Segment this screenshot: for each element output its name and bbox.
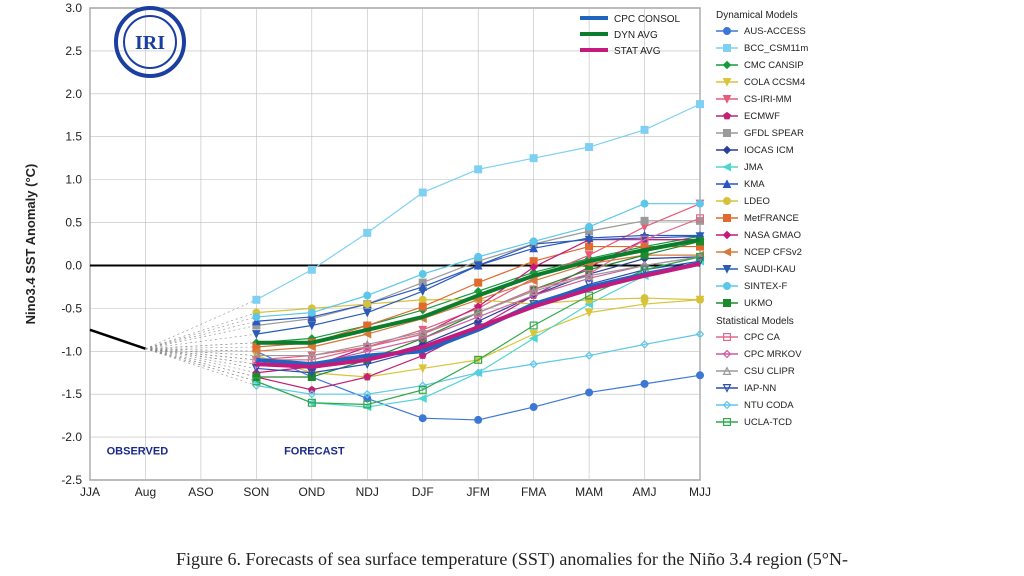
svg-text:AUS-ACCESS: AUS-ACCESS bbox=[744, 26, 806, 37]
svg-text:1.5: 1.5 bbox=[65, 130, 82, 144]
svg-text:DYN AVG: DYN AVG bbox=[614, 30, 658, 41]
svg-text:UKMO: UKMO bbox=[744, 298, 773, 309]
svg-text:CPC MRKOV: CPC MRKOV bbox=[744, 349, 802, 360]
svg-text:SON: SON bbox=[243, 485, 269, 499]
svg-text:MAM: MAM bbox=[575, 485, 603, 499]
svg-text:JMA: JMA bbox=[744, 162, 764, 173]
svg-text:OND: OND bbox=[298, 485, 325, 499]
svg-text:Statistical Models: Statistical Models bbox=[716, 316, 794, 327]
svg-text:Nino3.4 SST Anomaly (°C): Nino3.4 SST Anomaly (°C) bbox=[23, 164, 38, 325]
svg-text:NTU CODA: NTU CODA bbox=[744, 400, 794, 411]
svg-text:NDJ: NDJ bbox=[356, 485, 379, 499]
svg-text:JJA: JJA bbox=[80, 485, 100, 499]
svg-text:COLA CCSM4: COLA CCSM4 bbox=[744, 77, 805, 88]
svg-text:CPC CA: CPC CA bbox=[744, 332, 781, 343]
svg-text:KMA: KMA bbox=[744, 179, 765, 190]
svg-text:2.0: 2.0 bbox=[65, 87, 82, 101]
svg-text:1.0: 1.0 bbox=[65, 173, 82, 187]
svg-text:LDEO: LDEO bbox=[744, 196, 770, 207]
svg-text:IAP-NN: IAP-NN bbox=[744, 383, 776, 394]
figure-caption: Figure 6. Forecasts of sea surface tempe… bbox=[0, 549, 1024, 570]
forecast-plume-chart: -2.5-2.0-1.5-1.0-0.50.00.51.01.52.02.53.… bbox=[0, 0, 1024, 520]
svg-text:JFM: JFM bbox=[467, 485, 490, 499]
svg-text:CSU CLIPR: CSU CLIPR bbox=[744, 366, 795, 377]
svg-text:MJJ: MJJ bbox=[689, 485, 711, 499]
svg-text:UCLA-TCD: UCLA-TCD bbox=[744, 417, 792, 428]
svg-text:DJF: DJF bbox=[412, 485, 434, 499]
svg-text:GFDL SPEAR: GFDL SPEAR bbox=[744, 128, 804, 139]
svg-text:FMA: FMA bbox=[521, 485, 546, 499]
svg-text:-1.0: -1.0 bbox=[61, 344, 82, 358]
svg-text:NASA GMAO: NASA GMAO bbox=[744, 230, 801, 241]
svg-text:OBSERVED: OBSERVED bbox=[107, 445, 169, 457]
svg-text:-1.5: -1.5 bbox=[61, 387, 82, 401]
svg-text:BCC_CSM11m: BCC_CSM11m bbox=[744, 43, 808, 54]
svg-text:3.0: 3.0 bbox=[65, 1, 82, 15]
svg-text:Dynamical Models: Dynamical Models bbox=[716, 10, 798, 21]
svg-text:2.5: 2.5 bbox=[65, 44, 82, 58]
svg-text:0.5: 0.5 bbox=[65, 216, 82, 230]
svg-text:CPC CONSOL: CPC CONSOL bbox=[614, 14, 681, 25]
svg-text:IRI: IRI bbox=[135, 32, 165, 54]
svg-text:AMJ: AMJ bbox=[633, 485, 657, 499]
svg-text:IOCAS ICM: IOCAS ICM bbox=[744, 145, 794, 156]
svg-text:MetFRANCE: MetFRANCE bbox=[744, 213, 799, 224]
svg-text:CMC CANSIP: CMC CANSIP bbox=[744, 60, 804, 71]
svg-text:CS-IRI-MM: CS-IRI-MM bbox=[744, 94, 792, 105]
svg-text:FORECAST: FORECAST bbox=[284, 445, 345, 457]
svg-text:-2.0: -2.0 bbox=[61, 430, 82, 444]
svg-text:-0.5: -0.5 bbox=[61, 301, 82, 315]
svg-text:Aug: Aug bbox=[135, 485, 156, 499]
svg-text:SAUDI-KAU: SAUDI-KAU bbox=[744, 264, 796, 275]
svg-text:0.0: 0.0 bbox=[65, 258, 82, 272]
svg-text:ECMWF: ECMWF bbox=[744, 111, 780, 122]
svg-text:STAT AVG: STAT AVG bbox=[614, 46, 661, 57]
svg-text:SINTEX-F: SINTEX-F bbox=[744, 281, 787, 292]
svg-text:NCEP CFSv2: NCEP CFSv2 bbox=[744, 247, 802, 258]
svg-text:ASO: ASO bbox=[188, 485, 213, 499]
